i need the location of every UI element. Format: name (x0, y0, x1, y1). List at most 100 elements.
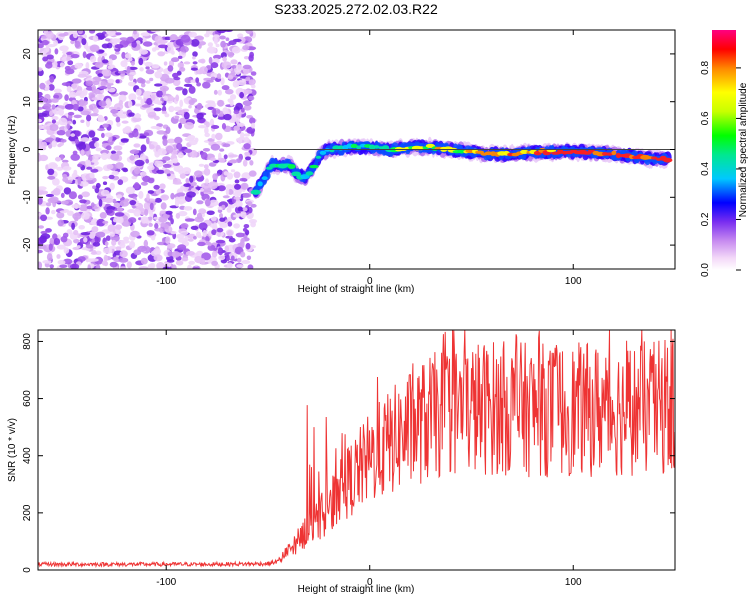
heatmap-noise-cell (217, 99, 225, 107)
heatmap-noise-cell (178, 169, 184, 175)
heatmap-noise-cell (243, 136, 250, 143)
colorbar-tick-label: 0.0 (700, 263, 711, 277)
heatmap-noise-cell (107, 84, 112, 90)
heatmap-noise-cell (198, 43, 202, 49)
heatmap-noise-cell (107, 224, 116, 232)
y-tick-label: 200 (22, 504, 33, 521)
heatmap-noise-cell (107, 65, 114, 70)
heatmap-noise-cell (211, 133, 216, 140)
heatmap-noise-cell (242, 64, 252, 70)
heatmap-noise-cell (208, 56, 213, 65)
heatmap-noise-cell (162, 163, 172, 168)
heatmap-noise-cell (233, 196, 242, 200)
heatmap-noise-cell (119, 250, 128, 258)
heatmap-noise-cell (208, 181, 219, 190)
heatmap-noise-cell (226, 254, 230, 262)
heatmap-noise-cell (140, 171, 147, 176)
heatmap-noise-cell (195, 231, 202, 238)
colorbar-label: Normalized spectral amplitude (738, 82, 749, 217)
heatmap-noise-cell (92, 35, 99, 42)
heatmap-noise-cell (41, 39, 49, 46)
heatmap-noise-cell (171, 57, 180, 63)
heatmap-noise-cell (66, 229, 73, 235)
heatmap-noise-cell (195, 77, 200, 84)
heatmap-noise-cell (250, 122, 256, 129)
heatmap-noise-cell (59, 62, 65, 68)
heatmap-noise-cell (200, 258, 206, 265)
heatmap-noise-cell (210, 143, 221, 151)
heatmap-noise-cell (53, 94, 60, 99)
heatmap-noise-cell (135, 88, 142, 96)
heatmap-noise-cell (190, 187, 197, 192)
heatmap-noise-cell (133, 209, 141, 217)
heatmap-noise-cell (230, 169, 236, 173)
heatmap-noise-cell (239, 91, 245, 99)
heatmap-noise-cell (180, 34, 191, 43)
heatmap-noise-cell (243, 224, 250, 229)
heatmap-noise-cell (111, 170, 120, 176)
heatmap-noise-cell (38, 67, 43, 72)
heatmap-noise-cell (235, 80, 240, 88)
heatmap-noise-cell (75, 90, 85, 97)
heatmap-noise-cell (85, 80, 94, 87)
heatmap-noise-cell (66, 123, 71, 130)
heatmap-noise-cell (101, 132, 105, 138)
heatmap-noise-cell (210, 157, 216, 162)
heatmap-noise-cell (167, 65, 174, 72)
heatmap-noise-cell (250, 203, 257, 208)
y-tick-label: -20 (22, 237, 33, 252)
heatmap-core-cell (309, 164, 319, 169)
heatmap-noise-cell (139, 135, 147, 139)
heatmap-noise-cell (73, 114, 82, 119)
heatmap-noise-cell (150, 125, 161, 130)
heatmap-noise-cell (127, 81, 136, 87)
heatmap-noise-cell (175, 212, 181, 219)
heatmap-noise-cell (119, 37, 128, 41)
heatmap-noise-cell (153, 184, 160, 190)
heatmap-noise-cell (226, 207, 232, 213)
heatmap-noise-cell (99, 212, 107, 219)
heatmap-noise-cell (51, 140, 57, 148)
heatmap-noise-cell (204, 126, 209, 135)
heatmap-noise-cell (242, 100, 252, 106)
heatmap-core-cell (250, 189, 261, 195)
heatmap-noise-cell (143, 239, 148, 248)
heatmap-noise-cell (164, 236, 171, 244)
heatmap-noise-cell (125, 186, 136, 195)
heatmap-noise-cell (71, 222, 75, 230)
heatmap-noise-cell (243, 56, 250, 60)
heatmap-noise-cell (85, 61, 90, 70)
heatmap-noise-cell (177, 152, 184, 159)
heatmap-noise-cell (145, 66, 150, 70)
colorbar-tick-label: 0.6 (700, 111, 711, 125)
heatmap-noise-cell (198, 208, 207, 215)
heatmap-noise-cell (156, 169, 165, 174)
heatmap-noise-cell (165, 126, 171, 134)
heatmap-noise-cell (45, 31, 54, 39)
heatmap-noise-cell (158, 39, 168, 44)
heatmap-noise-cell (62, 166, 72, 171)
y-tick-label: 20 (22, 48, 33, 60)
y-tick-label: 10 (22, 96, 33, 108)
heatmap-noise-cell (173, 76, 181, 81)
heatmap-noise-cell (179, 117, 188, 125)
heatmap-noise-cell (102, 69, 112, 77)
heatmap-noise-cell (188, 99, 195, 106)
heatmap-noise-cell (38, 261, 43, 269)
heatmap-noise-cell (89, 172, 95, 179)
heatmap-noise-cell (234, 179, 240, 184)
heatmap-noise-cell (219, 217, 226, 222)
heatmap-noise-cell (58, 117, 68, 126)
heatmap-noise-cell (240, 251, 246, 258)
heatmap-noise-cell (129, 155, 135, 161)
heatmap-noise-cell (60, 200, 69, 205)
heatmap-noise-cell (188, 260, 195, 265)
heatmap-noise-cell (105, 209, 113, 214)
heatmap-core-cell (350, 143, 358, 149)
heatmap-noise-cell (134, 154, 140, 159)
heatmap-noise-cell (140, 32, 151, 37)
heatmap-noise-cell (213, 89, 218, 95)
heatmap-noise-cell (178, 200, 184, 205)
heatmap-noise-cell (140, 181, 148, 186)
heatmap-noise-cell (75, 130, 80, 137)
